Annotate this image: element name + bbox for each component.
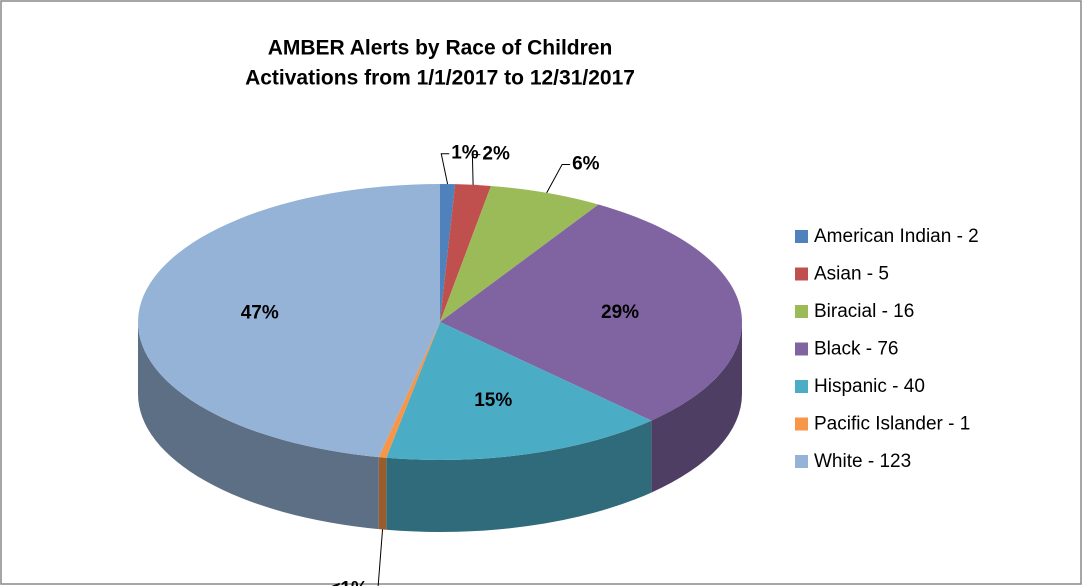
pie-slice [440,204,742,421]
legend-swatch [795,417,808,431]
legend-swatch [795,305,808,318]
legend-label: Black - 76 [814,339,898,360]
legend-label: Asian - 5 [814,264,889,285]
leader-line [377,529,384,586]
pie-side [386,420,652,532]
data-label: 29% [601,302,639,323]
pie-slice [138,183,440,458]
data-label: 6% [572,154,600,175]
legend-swatch [795,380,808,393]
legend-swatch [795,267,808,281]
legend-swatch [795,230,808,243]
pie-slice [386,322,652,460]
data-label: <1% [329,578,368,586]
chart-subtitle: Activations from 1/1/2017 to 12/31/2017 [245,67,635,90]
data-label: 47% [241,303,279,324]
legend-label: American Indian - 2 [814,226,979,247]
legend-label: Biracial - 16 [814,301,914,322]
pie-slice [378,322,440,458]
pie-side [138,322,379,530]
leader-line [546,163,571,194]
pie-side [651,322,742,493]
pie-slice [440,185,599,322]
chart-title: AMBER Alerts by Race of Children [268,37,613,60]
legend-swatch [795,342,808,356]
pie-slice [440,184,456,322]
legend-label: White - 123 [814,451,911,472]
pie-side [378,457,387,530]
legend-label: Pacific Islander - 1 [814,414,970,435]
legend-swatch [795,455,808,468]
leader-line [471,154,481,185]
leader-line [440,153,450,185]
legend-label: Hispanic - 40 [814,376,925,397]
data-label: 15% [474,390,512,411]
data-label: 2% [482,144,510,165]
pie-slice [440,184,491,322]
data-label: 1% [451,143,479,164]
